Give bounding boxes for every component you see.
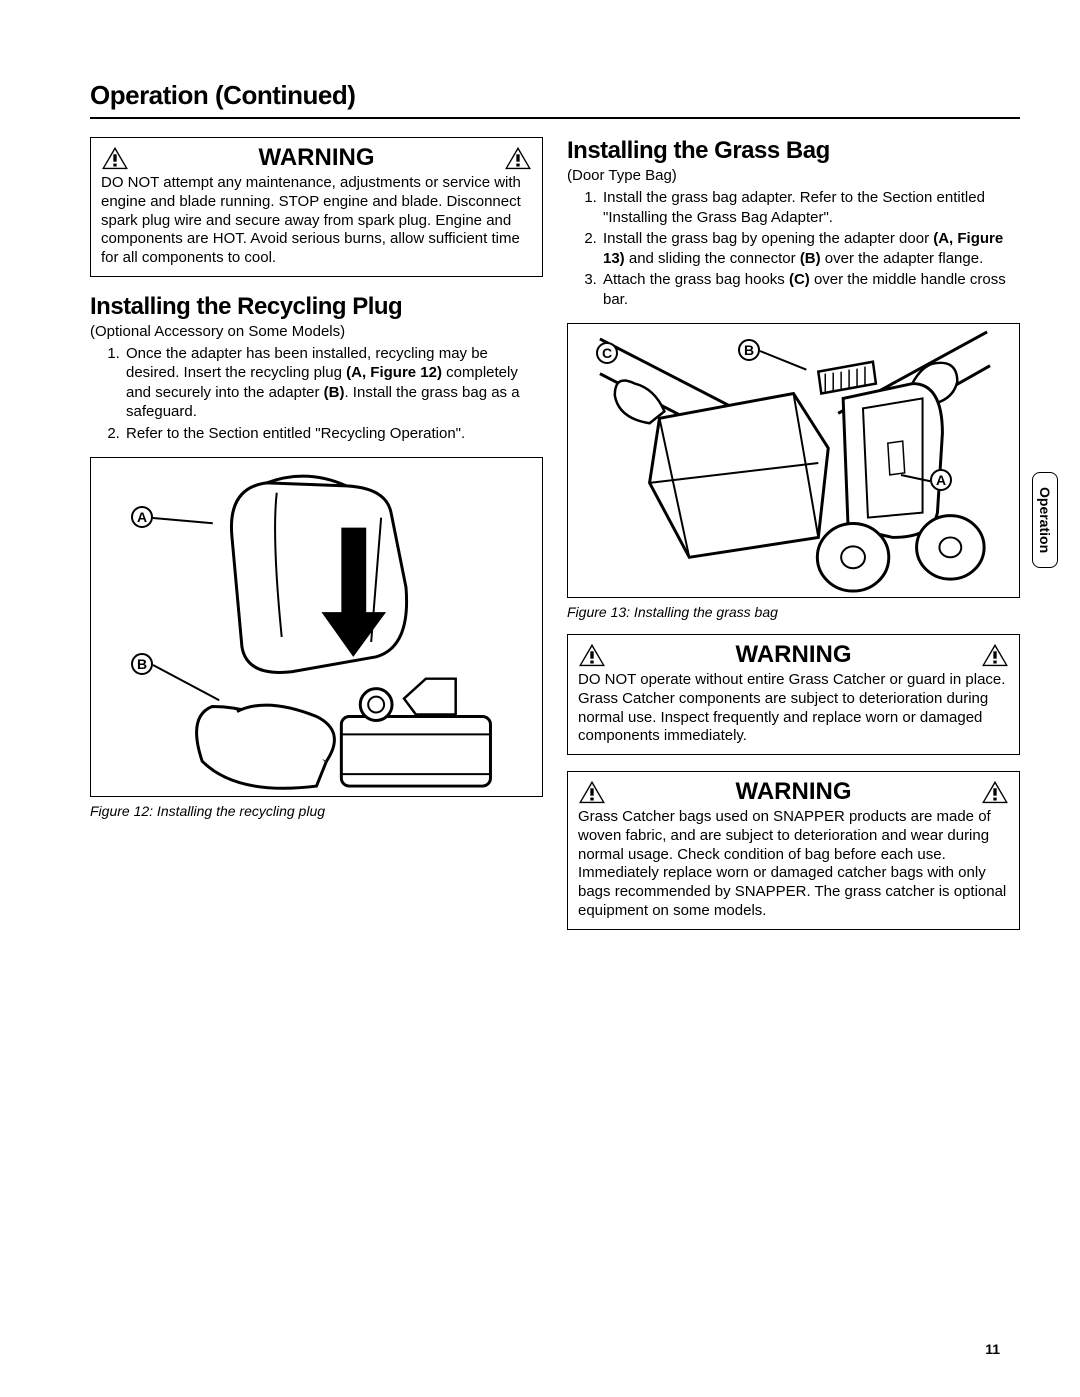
step-text: Attach the grass bag hooks — [603, 271, 789, 288]
left-column: WARNING DO NOT attempt any maintenance, … — [90, 137, 543, 946]
step-text: Install the grass bag by opening the ada… — [603, 230, 933, 247]
callout-c: C — [596, 342, 618, 364]
figure-13-caption: Figure 13: Installing the grass bag — [567, 604, 1020, 620]
figure-12: A B — [90, 457, 543, 797]
callout-a: A — [930, 469, 952, 491]
page-number: 11 — [985, 1341, 1000, 1357]
warning-triangle-icon — [504, 146, 532, 170]
figure-12-caption: Figure 12: Installing the recycling plug — [90, 803, 543, 819]
step-ref: (B) — [800, 250, 821, 267]
section-heading-grass-bag: Installing the Grass Bag — [567, 137, 1020, 165]
side-tab-operation: Operation — [1032, 472, 1058, 568]
section-subtitle: (Optional Accessory on Some Models) — [90, 323, 543, 340]
right-column: Installing the Grass Bag (Door Type Bag)… — [567, 137, 1020, 946]
step-text: over the adapter flange. — [821, 250, 984, 267]
step-item: Install the grass bag adapter. Refer to … — [601, 188, 1020, 227]
figure-12-illustration — [91, 458, 542, 796]
warning-triangle-icon — [578, 643, 606, 667]
step-ref: (C) — [789, 271, 810, 288]
step-ref: (B) — [324, 384, 345, 401]
figure-13: C B A — [567, 323, 1020, 598]
steps-list: Once the adapter has been installed, rec… — [90, 344, 543, 444]
callout-b: B — [738, 339, 760, 361]
step-item: Install the grass bag by opening the ada… — [601, 229, 1020, 268]
step-ref: (A, Figure 12) — [346, 364, 442, 381]
warning-triangle-icon — [578, 780, 606, 804]
step-text: and sliding the connector — [625, 250, 800, 267]
warning-text: DO NOT operate without entire Grass Catc… — [578, 671, 1009, 746]
step-item: Attach the grass bag hooks (C) over the … — [601, 270, 1020, 309]
warning-triangle-icon — [981, 643, 1009, 667]
warning-box-3: WARNING Grass Catcher bags used on SNAPP… — [567, 771, 1020, 930]
warning-text: DO NOT attempt any maintenance, adjustme… — [101, 174, 532, 268]
warning-title: WARNING — [129, 144, 504, 172]
warning-triangle-icon — [101, 146, 129, 170]
warning-title: WARNING — [606, 641, 981, 669]
warning-text: Grass Catcher bags used on SNAPPER produ… — [578, 808, 1009, 921]
steps-list: Install the grass bag adapter. Refer to … — [567, 188, 1020, 309]
warning-triangle-icon — [981, 780, 1009, 804]
page-title: Operation (Continued) — [90, 80, 1020, 119]
warning-title: WARNING — [606, 778, 981, 806]
section-subtitle: (Door Type Bag) — [567, 167, 1020, 184]
step-item: Refer to the Section entitled "Recycling… — [124, 424, 543, 444]
two-column-layout: WARNING DO NOT attempt any maintenance, … — [90, 137, 1020, 946]
section-heading-recycling-plug: Installing the Recycling Plug — [90, 293, 543, 321]
warning-box-1: WARNING DO NOT attempt any maintenance, … — [90, 137, 543, 277]
step-item: Once the adapter has been installed, rec… — [124, 344, 543, 422]
warning-box-2: WARNING DO NOT operate without entire Gr… — [567, 634, 1020, 755]
